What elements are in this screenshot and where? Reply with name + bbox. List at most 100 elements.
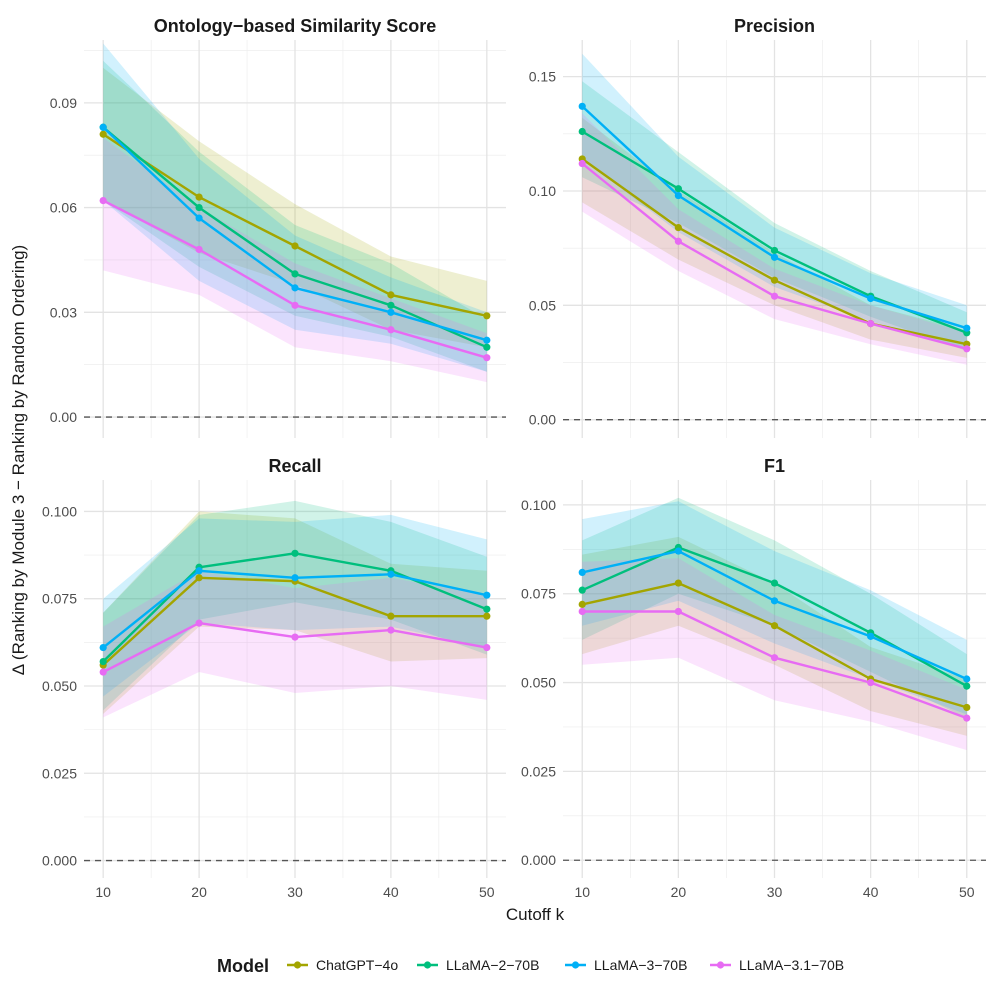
confidence-band [103,570,487,718]
data-point [387,612,395,620]
data-point [867,678,875,687]
y-tick-label: 0.03 [50,304,77,320]
data-point [387,626,395,634]
x-tick-label: 20 [671,884,687,900]
data-point [291,549,299,557]
confidence-band [582,81,967,352]
data-point [483,643,491,652]
y-tick-label: 0.050 [42,678,77,694]
legend-title: Model [217,956,269,976]
data-point [483,612,491,620]
x-tick-label: 30 [287,884,303,900]
y-tick-label: 0.100 [42,503,77,519]
legend-key-point [293,961,302,969]
y-tick-label: 0.100 [521,497,556,513]
legend-label: LLaMA−3.1−70B [739,957,844,973]
y-tick-label: 0.15 [529,69,556,85]
legend-key-point [571,961,580,969]
data-point [578,159,586,168]
y-tick-label: 0.025 [42,765,77,781]
confidence-band [103,67,487,348]
data-point [578,586,586,594]
data-point [483,336,491,344]
data-point [483,343,491,351]
panel-4: 10 20 30 40 50 0.000 0.025 0.050 0.075 0.100 F1 [521,456,986,900]
data-point [291,242,299,250]
legend-label: LLaMA−2−70B [446,957,539,973]
confidence-band [103,137,487,383]
legend-label: LLaMA−3−70B [594,957,687,973]
legend-entry: LLaMA−2−70B [417,957,539,973]
y-tick-label: 0.000 [42,853,77,869]
data-point [99,643,107,652]
data-point [387,291,395,299]
data-point [963,675,971,683]
data-point [99,123,107,131]
data-point [867,320,875,328]
y-tick-label: 0.075 [521,586,556,602]
panel-title: Precision [734,16,815,36]
data-point [291,284,299,292]
data-point [963,703,971,712]
confidence-band [103,511,487,714]
data-point [770,654,779,662]
y-tick-label: 0.09 [50,95,77,111]
data-point [99,196,107,205]
data-point [578,568,586,576]
confidence-band [103,514,487,697]
data-point [195,574,203,582]
confidence-band [103,500,487,711]
panel-title: Ontology−based Similarity Score [154,16,437,36]
y-tick-label: 0.06 [50,200,77,216]
y-axis-title: Δ (Ranking by Module 3 − Ranking by Rand… [9,245,28,675]
data-point [674,547,682,555]
y-tick-label: 0.05 [529,297,556,313]
data-point [387,326,395,334]
data-point [674,607,682,616]
data-point [387,308,395,316]
data-point [195,619,203,627]
legend-label: ChatGPT−4o [316,957,398,973]
data-point [291,574,299,582]
data-point [291,270,299,278]
y-tick-label: 0.00 [529,412,556,428]
x-tick-label: 10 [574,884,590,900]
confidence-band [103,43,487,372]
confidence-band [582,117,967,358]
data-point [770,597,779,605]
data-point [578,600,586,608]
data-point [99,668,107,676]
x-axis-title: Cutoff k [506,905,565,924]
data-point [770,622,779,630]
y-tick-label: 0.00 [50,409,77,425]
legend-entry: LLaMA−3−70B [565,957,687,973]
legend-entry: LLaMA−3.1−70B [710,957,844,973]
data-point [770,253,779,261]
x-tick-label: 20 [191,884,207,900]
data-point [483,312,491,320]
data-point [195,214,203,222]
data-point [674,191,682,200]
data-point [963,345,971,353]
x-tick-label: 50 [959,884,975,900]
data-point [291,301,299,309]
y-tick-label: 0.075 [42,591,77,607]
x-tick-label: 10 [95,884,111,900]
y-tick-label: 0.025 [521,763,556,779]
legend-entry: ChatGPT−4o [287,957,398,973]
x-tick-label: 40 [863,884,879,900]
x-tick-label: 50 [479,884,495,900]
data-point [963,682,971,690]
panel-title: Recall [268,456,321,476]
data-point [578,607,586,616]
data-point [195,203,203,212]
data-point [99,130,107,138]
data-point [674,223,682,232]
data-point [674,185,682,193]
legend: Model ChatGPT−4o LLaMA−2−70B LLaMA−3−70B LL… [217,956,844,976]
data-point [963,324,971,332]
data-point [578,127,586,136]
data-point [483,605,491,613]
data-point [387,301,395,309]
